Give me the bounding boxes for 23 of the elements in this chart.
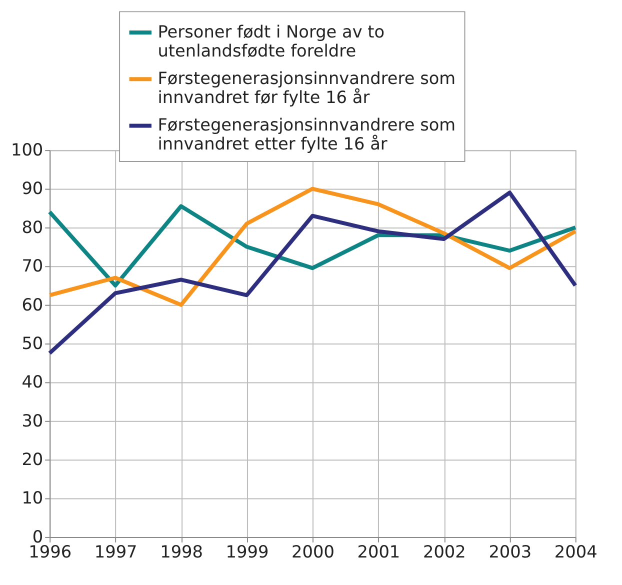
x-tick-label: 1999 <box>226 541 269 562</box>
x-tick-label: 1998 <box>160 541 203 562</box>
legend-label: Førstegenerasjonsinnvandrere som innvandret før fylte 16 år <box>158 68 456 107</box>
y-tick-label: 40 <box>22 372 44 392</box>
x-tick-label: 2000 <box>292 541 334 562</box>
line-series <box>48 186 578 307</box>
x-tick-label: 2003 <box>488 541 532 562</box>
y-tick-label: 100 <box>10 140 44 160</box>
x-tick-label: 1997 <box>94 541 138 562</box>
y-tick-label: 60 <box>22 294 44 314</box>
y-tick-label: 50 <box>22 332 44 353</box>
y-tick-label: 90 <box>22 178 44 198</box>
y-tick-label: 10 <box>22 488 44 508</box>
y-tick-label: 80 <box>22 216 44 237</box>
y-tick-label: 70 <box>22 256 44 276</box>
legend-label: Førstegenerasjonsinnvandrere som innvandret etter fylte 16 år <box>158 114 456 154</box>
x-tick-label: 2002 <box>422 541 466 562</box>
line-series <box>48 190 578 356</box>
legend-label: Personer født i Norge av to utenlandsfødte foreldre <box>158 21 385 60</box>
y-tick-label: 20 <box>22 449 44 470</box>
y-tick-label: 30 <box>22 410 44 430</box>
x-tick-label: 2001 <box>357 541 400 562</box>
x-tick-label: 2004 <box>554 541 598 562</box>
